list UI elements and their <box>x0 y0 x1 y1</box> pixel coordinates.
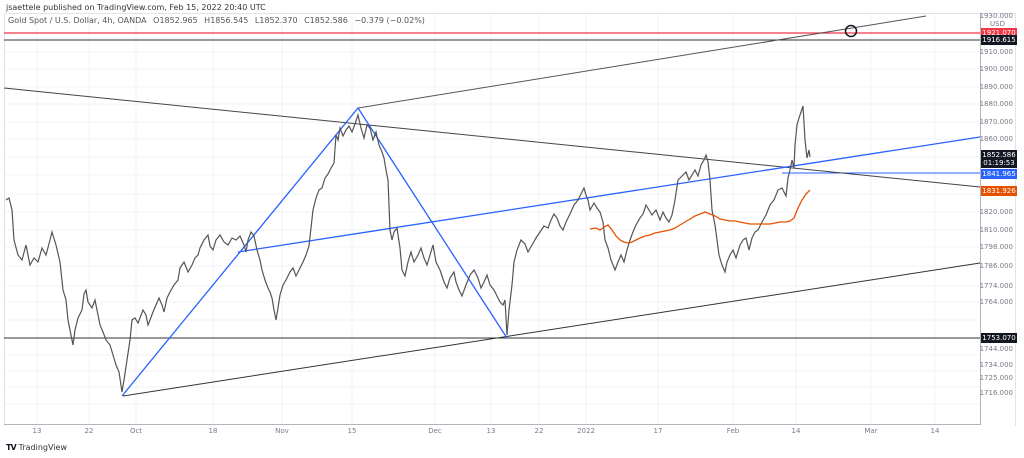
time-tick: 15 <box>347 427 357 435</box>
price-tick: 1786.000 <box>979 262 1013 270</box>
price-tick: 1798.000 <box>979 243 1013 251</box>
price-tick: 1820.000 <box>979 208 1013 216</box>
price-tick: 1880.000 <box>979 100 1013 108</box>
chart-frame <box>4 13 1016 426</box>
upper-channel-line[interactable] <box>357 15 927 109</box>
price-tick: 1860.000 <box>979 135 1013 143</box>
ohlc-low: L1852.370 <box>254 16 298 25</box>
tradingview-logo-text: TradingView <box>18 443 67 452</box>
symbol-legend[interactable]: Gold Spot / U.S. Dollar, 4h, OANDA O1852… <box>8 16 429 25</box>
descending-trendline[interactable] <box>3 87 981 188</box>
currency-label: USD <box>990 20 1005 28</box>
price-tag-1916: 1916.615 <box>981 35 1017 45</box>
zigzag-pattern[interactable] <box>121 106 508 397</box>
price-series <box>5 105 811 393</box>
price-tick: 1910.000 <box>979 48 1013 56</box>
price-tag-1841: 1841.965 <box>981 169 1017 179</box>
time-tick: 14 <box>930 427 940 435</box>
moving-average-tag: 1831.926 <box>981 186 1017 196</box>
publisher-line: jsaettele published on TradingView.com, … <box>6 3 266 12</box>
price-tick: 1716.000 <box>979 389 1013 397</box>
price-tick: 1774.000 <box>979 282 1013 290</box>
price-tag-1921: 1921.070 <box>981 28 1017 38</box>
time-tick: Feb <box>726 427 740 435</box>
time-tick: Oct <box>129 427 143 435</box>
ascending-blue-trendline[interactable] <box>237 136 981 253</box>
time-tick: Dec <box>428 427 442 435</box>
time-tick: Nov <box>275 427 289 435</box>
symbol-name: Gold Spot / U.S. Dollar, 4h, OANDA <box>8 16 147 25</box>
time-axis[interactable]: 13 22 Oct 18 Nov 15 Dec 13 22 2022 17 Fe… <box>4 424 980 439</box>
bar-countdown-timer: 01:19:53 <box>981 158 1017 168</box>
price-tick: 1870.000 <box>979 118 1013 126</box>
price-tag-1753: 1753.070 <box>981 333 1017 343</box>
price-tick: 1930.000 <box>979 12 1013 20</box>
time-tick: Mar <box>864 427 878 435</box>
lower-channel-line[interactable] <box>122 262 981 397</box>
time-tick: 2022 <box>577 427 595 435</box>
time-tick: 14 <box>791 427 801 435</box>
price-tick: 1734.000 <box>979 361 1013 369</box>
last-price-tag: 1852.586 <box>981 150 1017 160</box>
tradingview-logo-icon: TV <box>6 443 17 452</box>
time-tick: 13 <box>32 427 42 435</box>
time-tick: 13 <box>486 427 496 435</box>
target-circle-marker[interactable] <box>844 24 858 38</box>
price-tick: 1764.000 <box>979 298 1013 306</box>
time-tick: 22 <box>534 427 544 435</box>
price-change: −0.379 (−0.02%) <box>354 16 425 25</box>
time-tick: 18 <box>208 427 218 435</box>
time-tick: 22 <box>84 427 94 435</box>
price-axis[interactable]: 1930.000 USD 1910.000 1900.000 1890.000 … <box>979 12 1015 425</box>
price-tick: 1810.000 <box>979 226 1013 234</box>
ohlc-high: H1856.545 <box>204 16 249 25</box>
price-tick: 1744.000 <box>979 345 1013 353</box>
grid <box>4 14 980 424</box>
price-tick: 1900.000 <box>979 65 1013 73</box>
ohlc-open: O1852.965 <box>153 16 198 25</box>
time-tick: 17 <box>653 427 663 435</box>
price-tick: 1890.000 <box>979 83 1013 91</box>
ohlc-close: C1852.586 <box>304 16 348 25</box>
moving-average-line <box>589 189 811 244</box>
tradingview-logo[interactable]: TV TradingView <box>6 443 67 452</box>
price-tick: 1725.000 <box>979 374 1013 382</box>
